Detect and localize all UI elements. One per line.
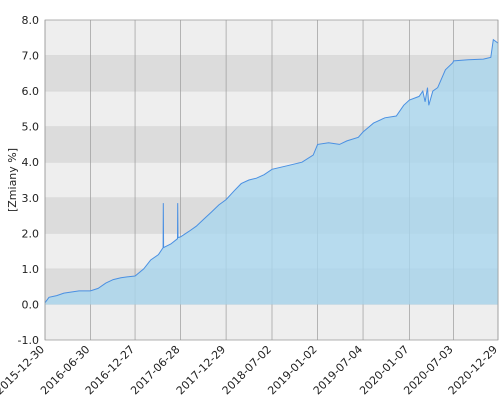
area xyxy=(45,39,498,305)
y-tick-label: 6.0 xyxy=(22,85,40,98)
y-tick-label: 4.0 xyxy=(22,156,40,169)
line xyxy=(44,38,499,303)
y-tick-label: 0.0 xyxy=(22,298,40,311)
y-tick-label: 3.0 xyxy=(22,192,40,205)
y-tick-label: 7.0 xyxy=(22,50,40,63)
y-axis-label: [Zmiany %] xyxy=(6,148,19,212)
y-tick-label: -1.0 xyxy=(18,334,39,347)
grid-band xyxy=(45,304,498,340)
grid-band xyxy=(45,55,498,92)
y-tick-label: 1.0 xyxy=(22,263,40,276)
y-tick-label: 8.0 xyxy=(22,14,40,27)
grid-band xyxy=(45,20,498,56)
y-tick-label: 2.0 xyxy=(22,227,40,240)
plot-border xyxy=(44,19,499,341)
y-tick-label: 5.0 xyxy=(22,121,40,134)
